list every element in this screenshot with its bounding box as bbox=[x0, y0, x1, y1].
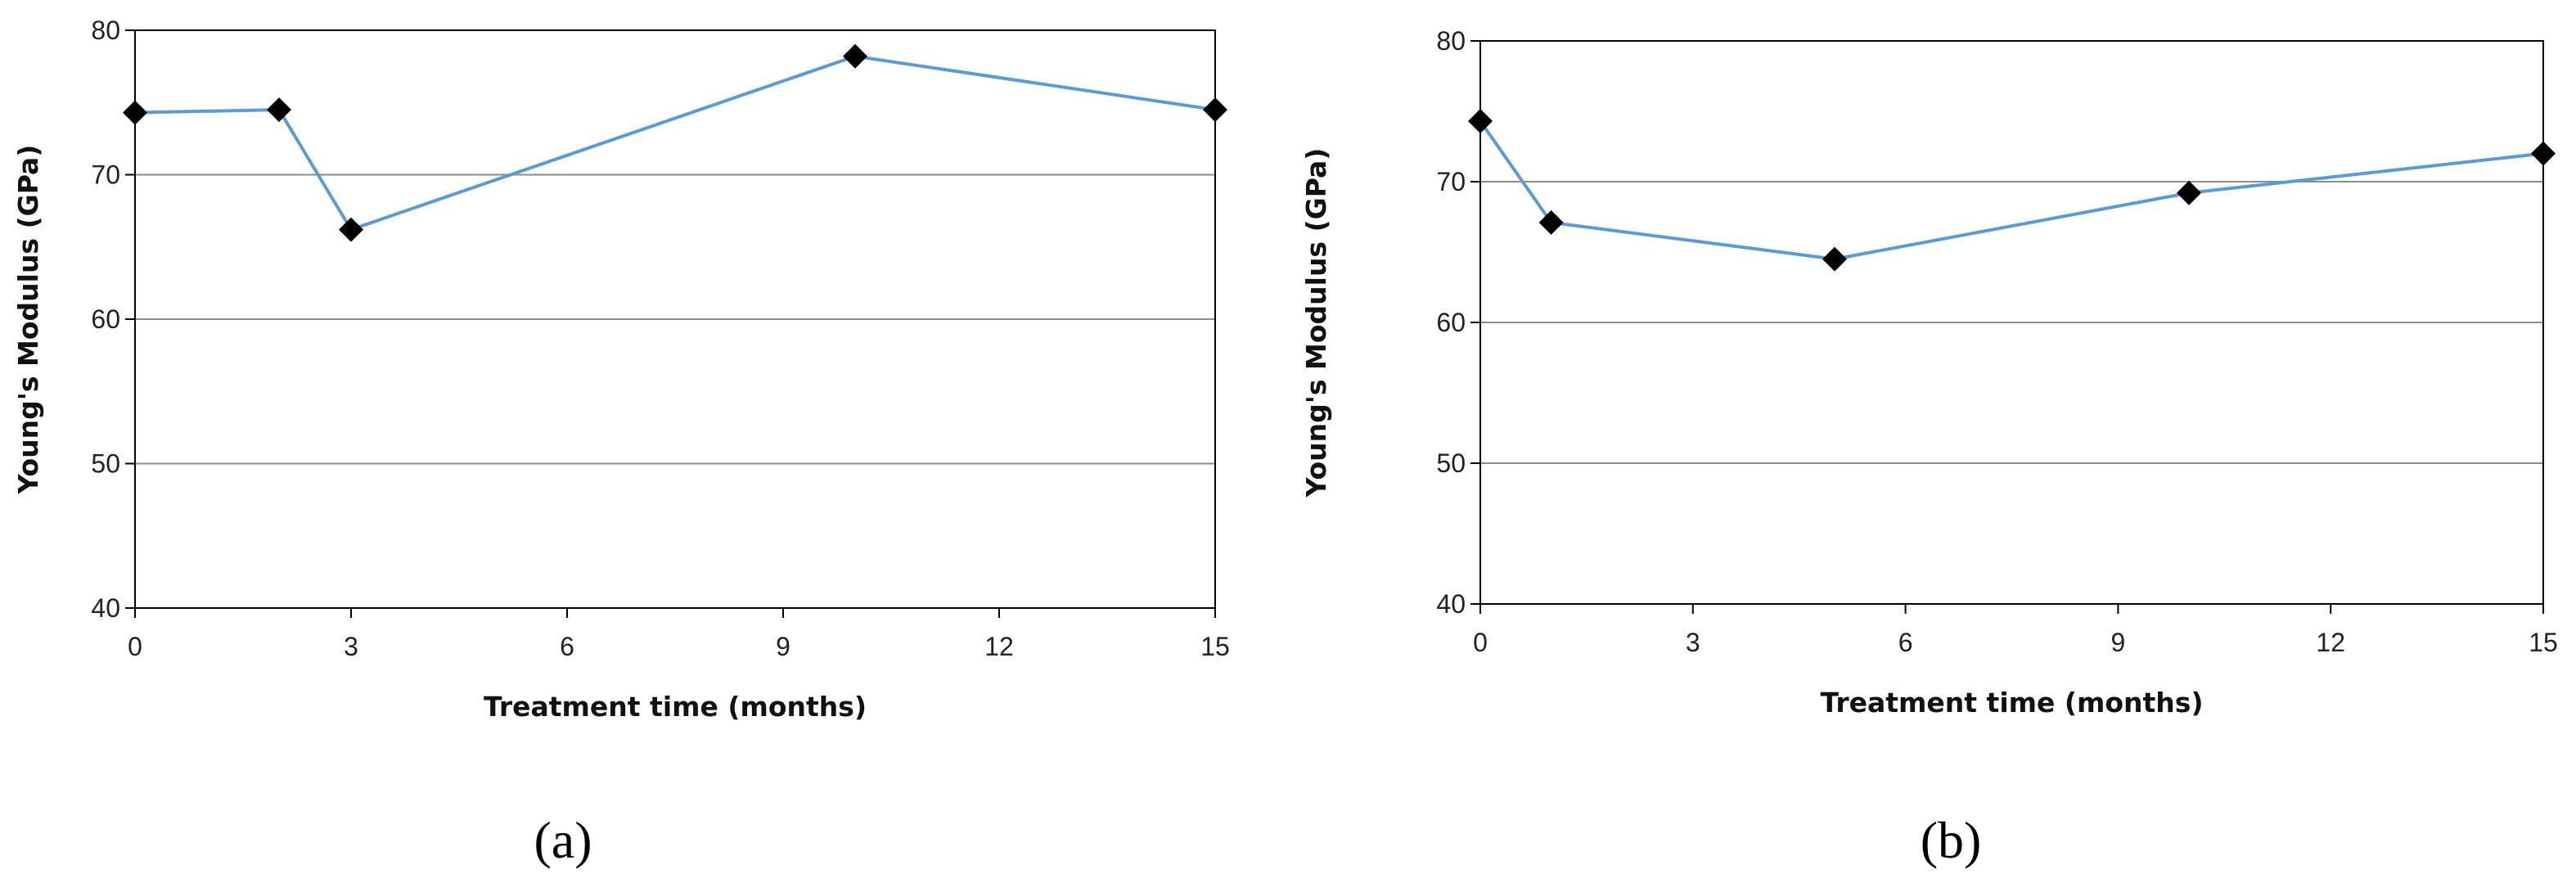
chart-b-y-axis-title: Young's Modulus (GPa) bbox=[1300, 148, 1332, 498]
chart-a-svg: 0 3 6 9 12 15 40 50 60 70 80 Treatment time (months… bbox=[12, 16, 1230, 869]
chart-b-x-tick-label-2: 6 bbox=[1898, 628, 1913, 657]
chart-b-series-line-0 bbox=[1479, 119, 2544, 261]
chart-a-data-point-3 bbox=[843, 43, 867, 69]
chart-b-x-tick-label-5: 15 bbox=[2529, 628, 2558, 657]
chart-b-x-tick-label-4: 12 bbox=[2316, 628, 2345, 657]
chart-a-data-point-4 bbox=[1203, 97, 1227, 123]
chart-a-x-axis-title: Treatment time (months) bbox=[484, 691, 867, 723]
chart-b-y-tick-label-0: 40 bbox=[1436, 589, 1466, 619]
chart-b-data-point-2 bbox=[1822, 246, 1847, 272]
chart-a-y-tick-label-2: 60 bbox=[91, 304, 120, 334]
chart-b-y-tick-label-2: 60 bbox=[1436, 308, 1466, 337]
chart-b-x-axis-title: Treatment time (months) bbox=[1820, 687, 2203, 719]
chart-a-x-tick-label-5: 15 bbox=[1200, 632, 1230, 661]
chart-a-y-tick-label-0: 40 bbox=[91, 593, 120, 623]
chart-b-y-tick-label-4: 80 bbox=[1436, 26, 1466, 56]
chart-b-data-point-1 bbox=[1538, 209, 1564, 235]
chart-a-y-tick-label-3: 70 bbox=[91, 160, 120, 190]
chart-b-svg: 0 3 6 9 12 15 40 50 60 70 80 Treatment time (months… bbox=[1300, 26, 2558, 869]
chart-b-y-tick-label-1: 50 bbox=[1436, 448, 1466, 478]
chart-a-x-tick-label-3: 9 bbox=[776, 632, 790, 661]
chart-a-x-tick-label-4: 12 bbox=[984, 632, 1014, 661]
chart-a-x-tick-label-0: 0 bbox=[128, 632, 142, 661]
chart-a-data-point-0 bbox=[123, 100, 147, 125]
chart-b-x-tick-label-1: 3 bbox=[1686, 628, 1700, 657]
chart-b-x-tick-label-3: 9 bbox=[2111, 628, 2126, 657]
chart-a-y-axis-title: Young's Modulus (GPa) bbox=[12, 145, 44, 495]
chart-b-x-tick-label-0: 0 bbox=[1473, 628, 1488, 657]
chart-b-y-tick-label-3: 70 bbox=[1436, 167, 1466, 196]
chart-a-series-line-0 bbox=[134, 54, 1216, 232]
chart-b-data-point-0 bbox=[1468, 109, 1493, 134]
chart-b-data-point-3 bbox=[2177, 180, 2201, 205]
chart-panel-b: 0 3 6 9 12 15 40 50 60 70 80 Treatment time (months… bbox=[1288, 0, 2576, 883]
chart-a-y-tick-label-4: 80 bbox=[91, 16, 120, 45]
chart-a-data-point-1 bbox=[267, 97, 291, 123]
chart-a-x-tick-label-2: 6 bbox=[560, 632, 574, 661]
chart-b-data-point-4 bbox=[2531, 141, 2556, 166]
chart-panel-a: 0 3 6 9 12 15 40 50 60 70 80 Treatment time (months… bbox=[12, 16, 1230, 869]
chart-b-panel-caption: (b) bbox=[1921, 811, 1982, 869]
chart-a-data-point-2 bbox=[339, 217, 363, 242]
chart-a-x-tick-label-1: 3 bbox=[344, 632, 358, 661]
chart-a-y-tick-label-1: 50 bbox=[91, 449, 120, 479]
chart-a-panel-caption: (a) bbox=[534, 811, 592, 869]
